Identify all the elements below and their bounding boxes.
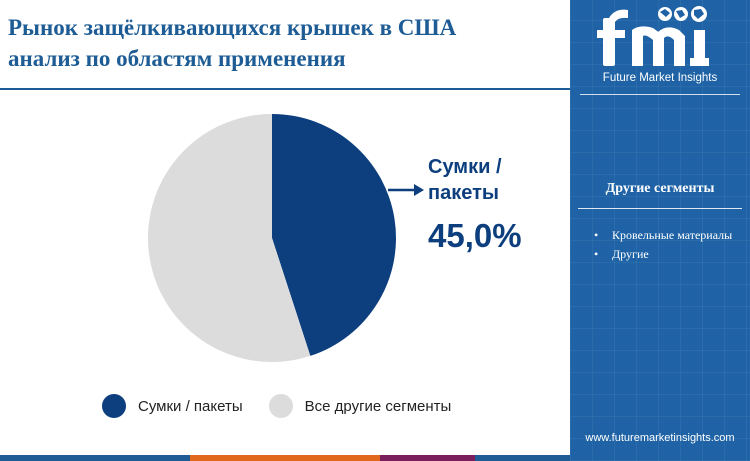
chart-title-line-1: Рынок защёлкивающихся крышек в США <box>8 15 457 40</box>
bottom-color-bar <box>0 455 570 461</box>
arrow-right-icon <box>388 184 424 196</box>
pie-slice-0 <box>272 114 396 356</box>
legend: Сумки / пакеты Все другие сегменты <box>102 393 477 419</box>
legend-item-others: Все другие сегменты <box>268 394 452 418</box>
sidebar-pattern <box>570 0 750 461</box>
legend-swatch-others <box>268 394 293 418</box>
other-segments-heading: Другие сегменты <box>605 181 715 196</box>
logo-divider <box>580 94 740 95</box>
pie-slice-1 <box>147 114 311 362</box>
website-link[interactable]: www.futuremarketinsights.com <box>585 432 735 444</box>
fmi-logo: Future Market Insights <box>570 0 750 96</box>
legend-swatch-bags <box>102 394 126 418</box>
bottom-bar-segment-purple <box>380 455 475 461</box>
bottom-bar-segment-blue <box>0 455 190 461</box>
brand-text: Future Market Insights <box>602 72 718 84</box>
list-item: • Другие <box>592 245 742 263</box>
fmi-logo-mark <box>597 6 709 66</box>
panel-divider <box>578 208 742 209</box>
title-divider <box>0 88 570 90</box>
callout-label: Сумки / пакеты <box>428 156 502 204</box>
bullet-icon: • <box>594 247 599 261</box>
legend-label-bags: Сумки / пакеты <box>138 397 243 415</box>
bottom-bar-segment-orange <box>190 455 380 461</box>
list-item-label: Кровельные материалы <box>612 228 733 242</box>
bottom-bar-segment-blue-2 <box>475 455 570 461</box>
chart-title: Рынок защёлкивающихся крышек в США анали… <box>8 12 553 74</box>
legend-item-bags: Сумки / пакеты <box>102 394 243 418</box>
pie-chart <box>147 114 396 362</box>
sidebar: Future Market Insights Другие сегменты •… <box>570 0 750 461</box>
list-item-label: Другие <box>612 247 649 261</box>
bullet-icon: • <box>594 228 599 242</box>
callout-value: 45,0% <box>428 217 522 254</box>
chart-title-line-2: анализ по областям применения <box>8 46 346 71</box>
legend-label-others: Все другие сегменты <box>304 397 452 415</box>
other-segments-list: • Кровельные материалы • Другие <box>592 226 742 264</box>
list-item: • Кровельные материалы <box>592 226 742 244</box>
